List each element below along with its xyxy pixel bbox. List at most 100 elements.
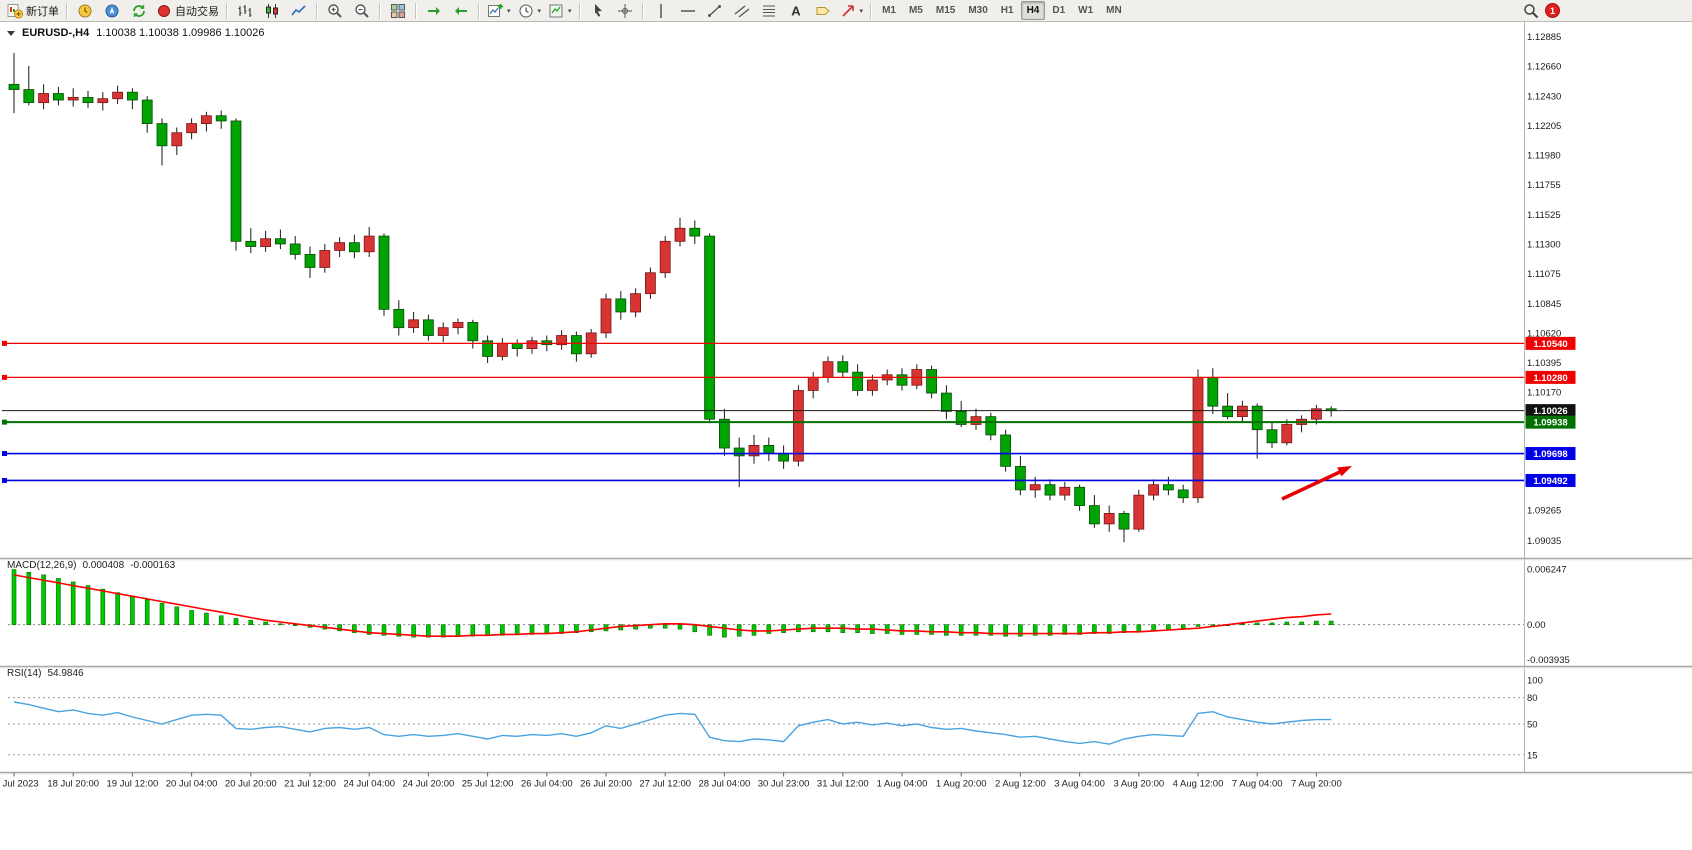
macd-indicator-label: MACD(12,26,9) 0.000408 -0.000163 [7,560,175,571]
timeframe-button-W1[interactable]: W1 [1078,5,1094,16]
svg-text:26 Jul 20:00: 26 Jul 20:00 [580,779,632,790]
timeframe-button-H4[interactable]: H4 [1020,1,1046,20]
svg-text:1.12205: 1.12205 [1527,121,1561,132]
zoom-in-button[interactable] [322,1,348,21]
svg-text:4 Aug 12:00: 4 Aug 12:00 [1173,779,1224,790]
svg-text:27 Jul 12:00: 27 Jul 12:00 [639,779,691,790]
svg-text:15: 15 [1527,750,1538,761]
chart-canvas[interactable]: 1.12885 1.12660 1.12430 1.12205 1.11980 1.117… [0,22,1692,850]
timeframe-button-MN[interactable]: MN [1106,5,1122,16]
svg-text:26 Jul 04:00: 26 Jul 04:00 [521,779,573,790]
chart-title-bar: EURUSD-,H4 1.10038 1.10038 1.09986 1.100… [7,27,264,39]
auto-trading-icon [156,3,172,19]
bar-chart-button[interactable] [232,1,258,21]
svg-text:50: 50 [1527,720,1538,731]
svg-text:20 Jul 20:00: 20 Jul 20:00 [225,779,277,790]
svg-text:1.09698: 1.09698 [1533,449,1567,460]
navigator-button[interactable] [99,1,125,21]
fibonacci-button[interactable] [756,1,782,21]
svg-text:1.11980: 1.11980 [1527,150,1561,161]
panel-dividers[interactable] [0,557,1692,775]
text-label-button[interactable] [810,1,836,21]
new-order-button-label: 新订单 [26,5,59,18]
toolbar-separator [379,2,381,19]
svg-text:7 Aug 04:00: 7 Aug 04:00 [1232,779,1283,790]
indicators-button[interactable]: ▾ [484,1,514,21]
annotation-arrow[interactable] [1281,466,1352,501]
svg-text:30 Jul 23:00: 30 Jul 23:00 [758,779,810,790]
timeframe-button-D1[interactable]: D1 [1052,5,1066,16]
text-button[interactable]: A [783,1,809,21]
toolbar-separator [316,2,318,19]
arrows-icon [840,3,856,19]
svg-text:1.10395: 1.10395 [1527,358,1561,369]
timeframe-button-M5[interactable]: M5 [908,5,923,16]
rsi-name: RSI(14) [7,668,42,679]
arrows-button[interactable]: ▾ [837,1,867,21]
timeframe-button-H1[interactable]: H1 [1000,5,1014,16]
search-button[interactable] [1518,1,1544,21]
market-watch-icon [77,3,93,19]
svg-text:1.11300: 1.11300 [1527,239,1561,250]
svg-text:24 Jul 04:00: 24 Jul 04:00 [343,779,395,790]
svg-text:1.11755: 1.11755 [1527,180,1561,191]
crosshair-button[interactable] [612,1,638,21]
auto-scroll-icon [426,3,442,19]
bar-chart-icon [237,3,253,19]
market-watch-button[interactable] [72,1,98,21]
tile-windows-button[interactable] [385,1,411,21]
svg-text:21 Jul 12:00: 21 Jul 12:00 [284,779,336,790]
svg-text:1.09265: 1.09265 [1527,506,1561,517]
dropdown-arrow-icon: ▾ [507,7,511,15]
trendline-button[interactable] [702,1,728,21]
svg-text:1.09035: 1.09035 [1527,536,1561,547]
chart-shift-icon [453,3,469,19]
macd-signal-value: -0.000163 [130,560,176,571]
auto-scroll-button[interactable] [421,1,447,21]
svg-text:1 Aug 20:00: 1 Aug 20:00 [936,779,987,790]
svg-text:1.10540: 1.10540 [1533,339,1567,350]
templates-button[interactable]: ▾ [545,1,575,21]
svg-text:0.006247: 0.006247 [1527,565,1567,576]
add-indicator-icon [487,3,503,19]
toolbar-separator [226,2,228,19]
timeframe-button-M1[interactable]: M1 [882,5,896,16]
candlestick-series [8,52,1337,543]
collapse-icon[interactable] [7,30,15,36]
new-order-button[interactable]: 新订单 [4,1,62,21]
candlestick-chart-button[interactable] [259,1,285,21]
timeframe-button-M30[interactable]: M30 [968,5,988,16]
chart-shift-button[interactable] [448,1,474,21]
zoom-out-button[interactable] [349,1,375,21]
svg-text:100: 100 [1527,676,1543,687]
zoom-in-icon [327,3,343,19]
svg-text:1.11525: 1.11525 [1527,210,1561,221]
toolbar-separator [66,2,68,19]
vertical-line-button[interactable] [648,1,674,21]
line-chart-button[interactable] [286,1,312,21]
notification-badge[interactable]: 1 [1545,3,1560,18]
text-icon: A [788,3,804,19]
svg-text:1.12430: 1.12430 [1527,92,1561,103]
horizontal-line-icon [680,3,696,19]
horizontal-line-objects[interactable] [2,340,1524,483]
crosshair-icon [617,3,633,19]
horizontal-line-button[interactable] [675,1,701,21]
svg-text:18 Jul 2023: 18 Jul 2023 [0,779,39,790]
svg-text:80: 80 [1527,693,1538,704]
toolbar-separator [478,2,480,19]
svg-text:2 Aug 12:00: 2 Aug 12:00 [995,779,1046,790]
symbol-period-label: EURUSD-,H4 [22,27,90,39]
timeframe-button-M15[interactable]: M15 [935,5,956,16]
periods-button[interactable]: ▾ [515,1,545,21]
svg-text:3 Aug 20:00: 3 Aug 20:00 [1113,779,1164,790]
svg-text:1.10026: 1.10026 [1533,406,1567,417]
svg-text:24 Jul 20:00: 24 Jul 20:00 [403,779,455,790]
ohlc-values: 1.10038 1.10038 1.09986 1.10026 [96,27,265,39]
auto-trading-button[interactable]: 自动交易 [153,1,222,21]
channel-button[interactable] [729,1,755,21]
chart-window[interactable]: 1.12885 1.12660 1.12430 1.12205 1.11980 1.117… [0,22,1692,850]
navigator-icon [104,3,120,19]
refresh-button[interactable] [126,1,152,21]
cursor-button[interactable] [585,1,611,21]
